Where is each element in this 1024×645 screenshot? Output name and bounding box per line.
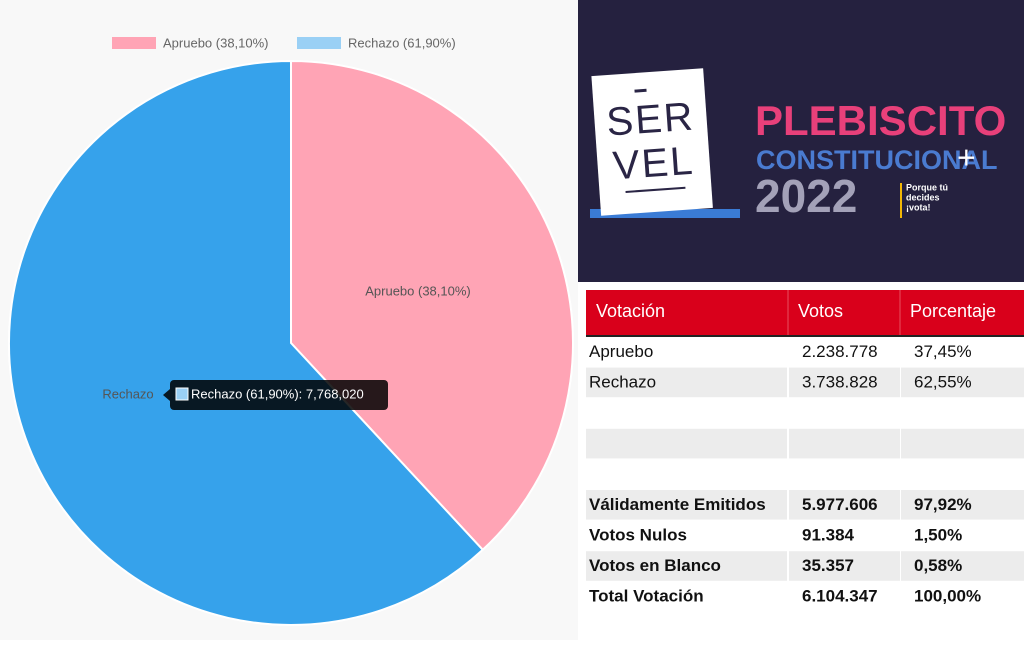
banner-title: PLEBISCITO — [755, 97, 1006, 144]
table-cell: 0,58% — [914, 556, 962, 575]
row-bg — [789, 428, 900, 459]
card-line — [625, 186, 686, 193]
header-cell: Votación — [596, 301, 665, 321]
table-cell: 91.384 — [802, 525, 855, 544]
table-cell: 6.104.347 — [802, 587, 878, 606]
table-cell: Apruebo — [589, 342, 653, 361]
ballot-slot — [590, 209, 740, 218]
slogan-line: decides — [906, 192, 940, 202]
slice-label: Rechazo — [102, 386, 153, 401]
table-header-bg — [586, 290, 1024, 335]
table-cell: 3.738.828 — [802, 372, 878, 391]
table-cell: 62,55% — [914, 372, 972, 391]
table-cell: 35.357 — [802, 556, 854, 575]
row-bg — [586, 428, 787, 459]
row-bg — [901, 490, 1024, 520]
table-cell: Total Votación — [589, 587, 704, 606]
table-cell: 37,45% — [914, 342, 972, 361]
pie-chart: Apruebo (38,10%) Rechazo Apruebo (38,10%) R… — [8, 35, 574, 626]
row-bg — [789, 490, 900, 520]
table-cell: Votos Nulos — [589, 525, 687, 544]
row-bg — [586, 551, 787, 581]
slice-label: Apruebo (38,10%) — [365, 283, 471, 298]
slogan-line: Porque tú — [906, 182, 948, 192]
row-bg — [586, 490, 787, 520]
ballot-card: SER VEL — [591, 68, 713, 216]
table-cell: Votos en Blanco — [589, 556, 721, 575]
legend-label: Apruebo (38,10%) — [163, 35, 269, 50]
card — [591, 68, 713, 216]
row-bg — [789, 551, 900, 581]
table-cell: Rechazo — [589, 372, 656, 391]
pie-slice — [290, 59, 574, 552]
legend-label: Rechazo (61,90%) — [348, 35, 456, 50]
row-bg — [789, 367, 900, 398]
legend-swatch — [112, 37, 156, 49]
table-cell: Válidamente Emitidos — [589, 495, 766, 514]
pie-slice — [8, 59, 485, 626]
header-cell: Porcentaje — [910, 301, 996, 321]
banner-plus: + — [957, 139, 976, 175]
tooltip-swatch — [175, 387, 189, 401]
table-cell: 100,00% — [914, 587, 981, 606]
table-cell: 97,92% — [914, 495, 972, 514]
tooltip-text: Rechazo (61,90%): 7,768,020 — [191, 386, 364, 401]
slogan-line: ¡vota! — [906, 202, 931, 212]
card-mark — [634, 88, 647, 93]
banner-year: 2022 — [755, 170, 857, 222]
row-bg — [586, 367, 787, 398]
tooltip-box — [170, 380, 388, 410]
tooltip-arrow — [163, 389, 170, 401]
legend-swatch — [297, 37, 341, 49]
logo-text: SER — [605, 95, 696, 145]
logo-text: VEL — [611, 139, 695, 189]
table-cell: 2.238.778 — [802, 342, 878, 361]
header-cell: Votos — [798, 301, 843, 321]
table-cell: 1,50% — [914, 525, 962, 544]
row-bg — [901, 428, 1024, 459]
banner-subtitle: CONSTITUCIONAL — [756, 145, 997, 175]
table: Votación Votos Porcentaje Apruebo 2.238.778 3… — [586, 290, 1024, 606]
row-bg — [901, 551, 1024, 581]
table-cell: 5.977.606 — [802, 495, 878, 514]
row-bg — [901, 367, 1024, 398]
